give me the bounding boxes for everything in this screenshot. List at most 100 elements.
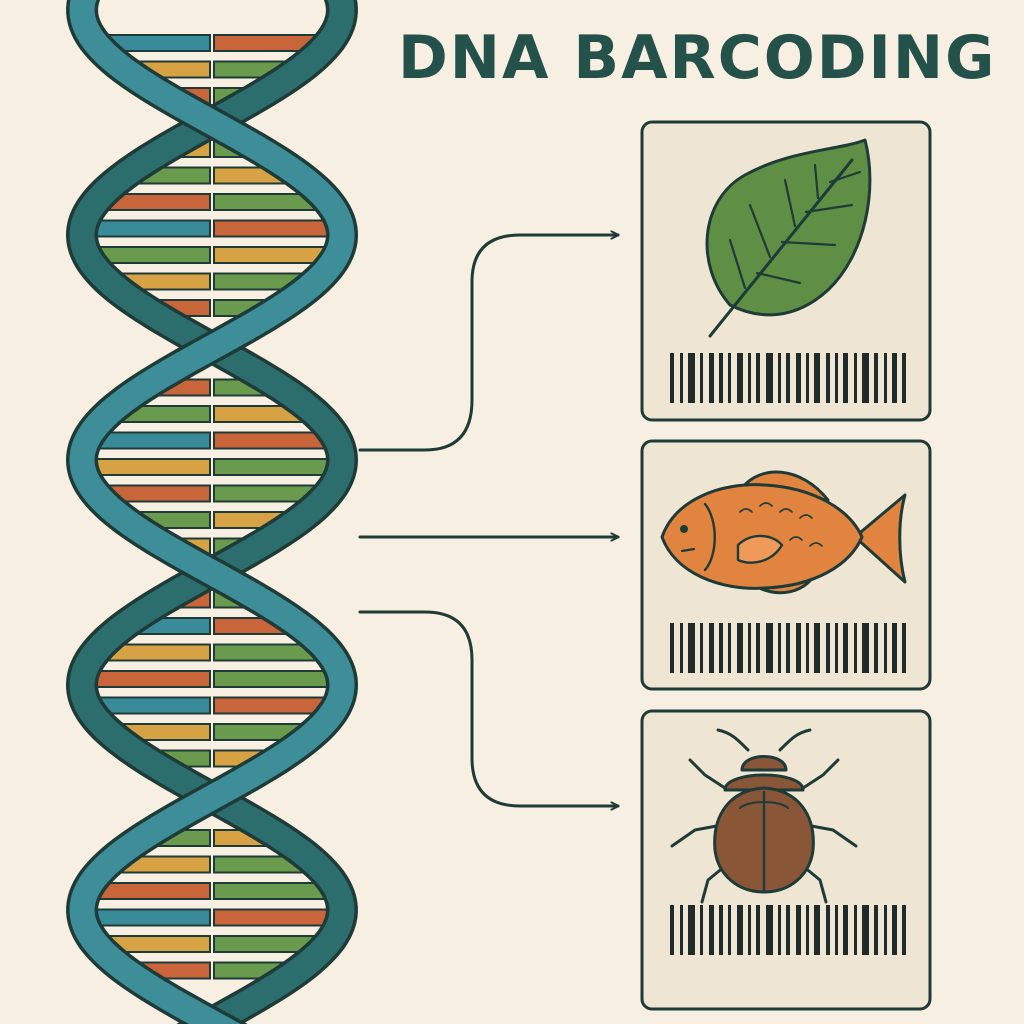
barcode-bar [854, 623, 857, 673]
barcode-bar [806, 353, 809, 403]
barcode-bar [814, 623, 820, 673]
base-right [213, 246, 330, 264]
barcode-bar [670, 623, 674, 673]
barcode-bar [709, 353, 714, 403]
arrow-to-leaf [358, 235, 620, 452]
barcode-bar [826, 353, 830, 403]
arrow-to-beetle [358, 610, 620, 806]
barcode-bar [843, 353, 848, 403]
barcode-bar [778, 905, 781, 955]
barcode-bar [806, 905, 809, 955]
base-right [213, 882, 331, 900]
barcode-bar [835, 353, 838, 403]
helix-strands [65, 0, 359, 1024]
barcode-bar [786, 905, 790, 955]
barcode-bar [862, 623, 869, 673]
barcode-bar [835, 905, 838, 955]
barcode-bar [719, 623, 723, 673]
base-right [213, 908, 335, 927]
barcode-bar [756, 623, 760, 673]
base-left [94, 696, 211, 715]
barcode-bar [826, 905, 830, 955]
strand-a [69, 0, 355, 1024]
barcode-bar [680, 905, 683, 955]
base-left [93, 882, 211, 900]
barcode-bar [737, 623, 743, 673]
barcode-bar [826, 623, 830, 673]
barcode-bar [766, 353, 773, 403]
barcode-bar [680, 353, 683, 403]
barcode-bar [670, 353, 674, 403]
barcode-bar [854, 353, 857, 403]
barcode-bar [748, 905, 751, 955]
barcode-bar [670, 905, 674, 955]
barcode-bar [843, 623, 848, 673]
barcode-bar [709, 623, 714, 673]
base-right [213, 219, 335, 238]
barcode-bar [719, 353, 723, 403]
barcode-bar [862, 353, 869, 403]
barcode-bar [700, 623, 703, 673]
barcode-bar [728, 623, 731, 673]
barcode-bar [680, 623, 683, 673]
barcode-bar [719, 905, 723, 955]
beetle-icon [670, 728, 858, 904]
barcode-bar [737, 905, 743, 955]
base-left [94, 246, 211, 264]
barcode-bar [874, 353, 878, 403]
barcode [670, 905, 906, 955]
barcode-bar [902, 905, 906, 955]
barcode-bar [892, 905, 897, 955]
barcode-bar [766, 623, 773, 673]
barcode-bar [902, 623, 906, 673]
barcode [670, 623, 906, 673]
base-right [213, 670, 335, 688]
barcode-bar [748, 353, 751, 403]
barcode-bar [766, 905, 773, 955]
barcode-bar [728, 905, 731, 955]
barcode-bar [814, 905, 820, 955]
barcode-bar [756, 353, 760, 403]
barcode-bar [874, 905, 878, 955]
base-left [89, 219, 211, 238]
barcode-bar [854, 905, 857, 955]
barcode-bar [796, 353, 801, 403]
base-right [213, 696, 330, 715]
barcode-bar [843, 905, 848, 955]
barcode-bar [892, 623, 897, 673]
barcode-bar [884, 905, 887, 955]
base-right [213, 458, 335, 476]
barcode-bar [835, 623, 838, 673]
fish-icon [660, 470, 907, 595]
base-left [89, 908, 211, 927]
specimen-card-leaf [640, 120, 932, 422]
base-left [93, 431, 211, 450]
barcode-bar [728, 353, 731, 403]
barcode-bar [688, 353, 695, 403]
barcode-bar [796, 623, 801, 673]
barcode-bar [709, 905, 714, 955]
barcode-bar [874, 623, 878, 673]
barcode-bar [884, 623, 887, 673]
barcode-bar [700, 353, 703, 403]
barcode-bar [786, 623, 790, 673]
barcode [670, 353, 906, 403]
dna-double-helix [65, 0, 359, 1024]
barcode-bar [814, 353, 820, 403]
specimen-card-beetle [640, 709, 932, 1011]
barcode-bar [778, 623, 781, 673]
base-pairs [89, 34, 335, 980]
page-title: DNA BARCODING [398, 23, 997, 93]
barcode-bar [700, 905, 703, 955]
barcode-bar [688, 905, 695, 955]
connector-arrows [358, 235, 620, 806]
barcode-bar [748, 623, 751, 673]
base-right [213, 431, 331, 450]
barcode-bar [862, 905, 869, 955]
leaf-icon [705, 138, 872, 338]
barcode-bar [688, 623, 695, 673]
barcode-bar [892, 353, 897, 403]
barcode-bar [737, 353, 743, 403]
